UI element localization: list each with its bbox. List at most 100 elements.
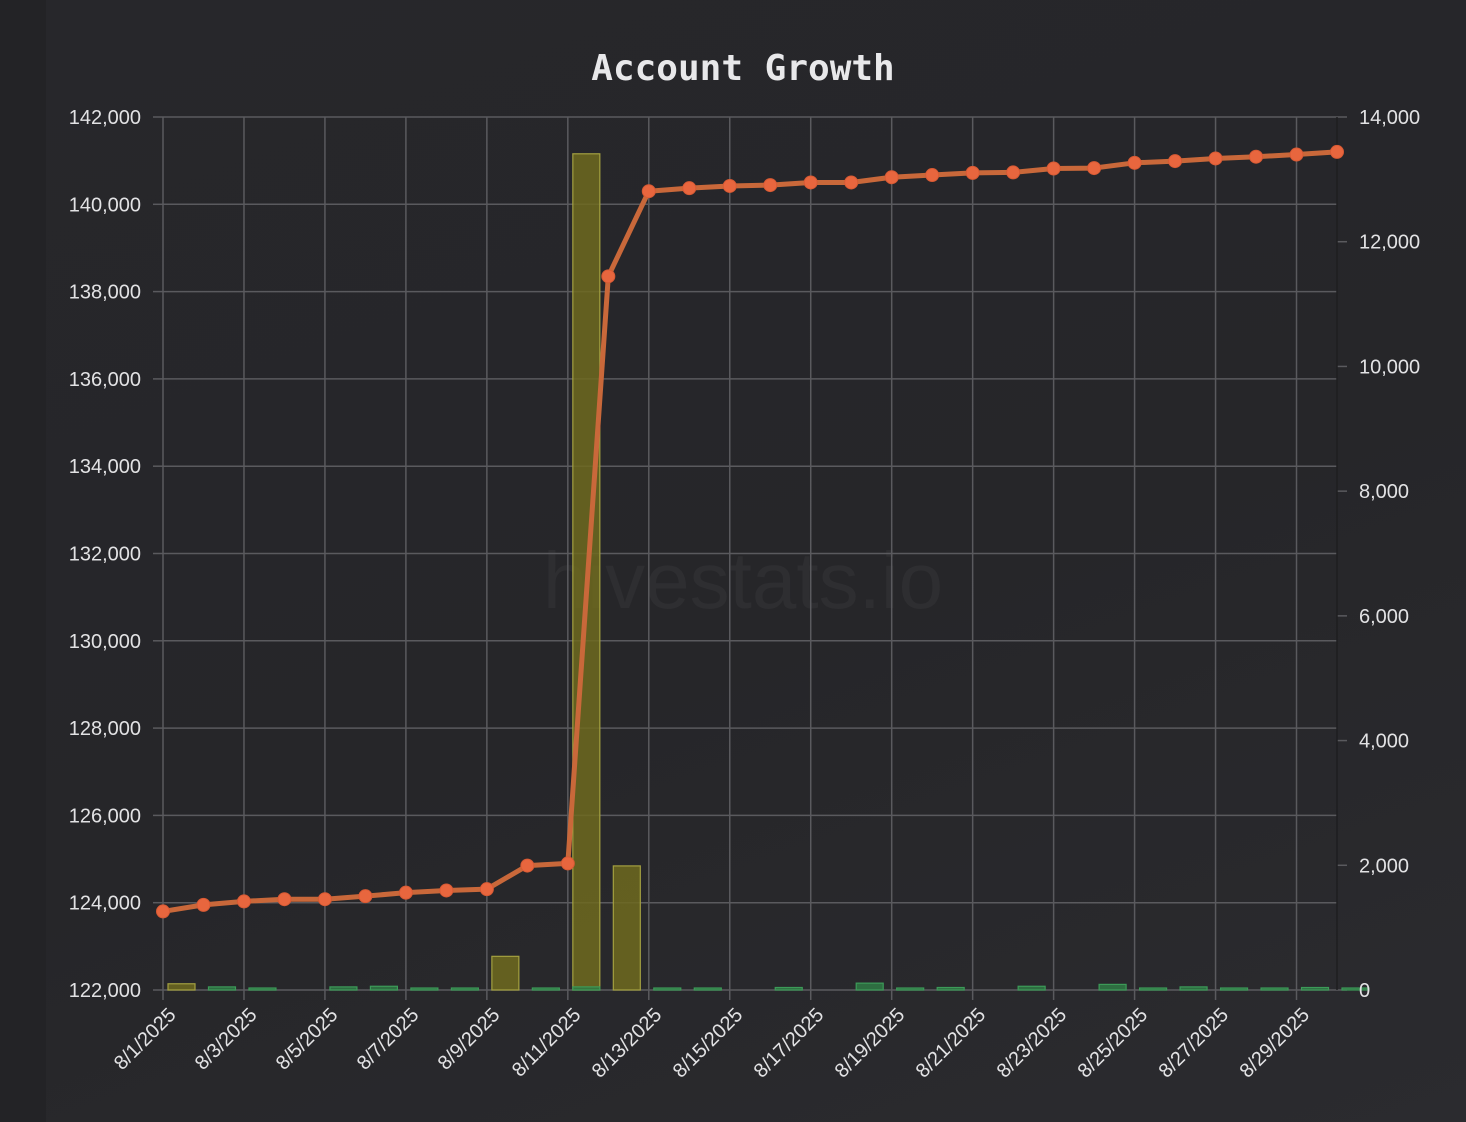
bar-green [774,986,803,991]
line-point [763,178,778,193]
x-axis-tick-label: 8/19/2025 [831,1004,909,1082]
bar-green [855,982,884,991]
line-point [1249,149,1264,164]
line-point [601,269,616,284]
bar-green [693,987,722,991]
chart-line [160,149,1340,914]
x-axis-tick-label: 8/9/2025 [434,1004,505,1075]
x-axis-tick-label: 8/1/2025 [110,1004,181,1075]
bar-green [896,987,925,991]
line-point [682,181,697,196]
line-point [196,897,211,912]
bar-green [653,987,682,991]
right-axis-tick-label: 14,000 [1359,107,1420,129]
x-axis-tick-label: 8/5/2025 [272,1004,343,1075]
line-point [156,904,170,919]
bar-green [531,987,560,991]
bar-green [1138,987,1168,991]
chart-grid [153,116,1347,1000]
bar-green [1300,986,1330,991]
bar-green [369,985,399,991]
line-point [479,882,494,897]
left-axis-tick-label: 142,000 [69,107,141,129]
line-point [1087,161,1102,176]
bar-green [1219,987,1249,991]
right-axis-tick-label: 4,000 [1359,731,1409,753]
x-axis-tick-label: 8/23/2025 [993,1004,1071,1082]
line-point [722,178,737,193]
bar-yellow [167,983,196,991]
x-axis-tick-label: 8/17/2025 [750,1004,828,1082]
bar-green [572,986,601,991]
line-point [884,170,899,185]
line-point [641,184,656,199]
right-axis-tick-label: 10,000 [1359,356,1420,378]
right-axis-tick-label: 8,000 [1359,481,1409,503]
x-axis-tick-label: 8/21/2025 [912,1004,990,1082]
line-point [925,168,940,183]
line-point [844,175,859,190]
watermark: hivestats.io [543,536,943,625]
left-axis-tick-label: 140,000 [69,194,141,216]
right-axis-tick-label: 0 [1359,980,1370,1002]
account-growth-line [160,149,1340,914]
bar-green [1017,985,1046,991]
x-axis-tick-label: 8/15/2025 [669,1004,747,1082]
line-point [1168,154,1183,169]
line-point [965,165,980,180]
line-point [1046,161,1061,176]
bar-green [1098,983,1127,991]
chart-title: Account Growth [591,48,894,89]
right-axis-tick-label: 12,000 [1359,232,1420,254]
x-axis-ticks: 8/1/2025 8/3/2025 8/5/2025 8/7/2025 8/9/2025… [110,1004,1314,1082]
x-axis-tick-label: 8/29/2025 [1236,1004,1314,1082]
line-point [1006,165,1021,180]
bar-green [207,986,237,991]
bar-green [410,987,439,991]
left-axis-tick-label: 128,000 [69,718,141,740]
left-axis-tick-label: 136,000 [69,369,141,391]
line-point [439,883,454,898]
bar-green [450,987,479,991]
x-axis-tick-label: 8/3/2025 [191,1004,262,1075]
line-point [520,858,535,873]
left-axis-tick-label: 130,000 [69,631,141,653]
line-point [1127,155,1142,170]
right-axis-tick-label: 2,000 [1359,855,1409,877]
left-axis-tick-label: 138,000 [69,282,141,304]
bar-green [1341,987,1370,991]
right-axis-ticks: 0 2,000 4,000 6,000 8,000 10,000 12,000 14,000 [1359,107,1420,1002]
line-point [1289,147,1304,162]
line-point [236,894,251,909]
x-axis-tick-label: 8/11/2025 [508,1004,585,1081]
line-point [1330,144,1344,159]
right-axis-tick-label: 6,000 [1359,606,1409,628]
x-axis-tick-label: 8/27/2025 [1155,1004,1233,1082]
left-axis-tick-label: 132,000 [69,544,141,566]
x-axis-tick-label: 8/7/2025 [353,1004,424,1075]
line-point [317,892,332,907]
line-point [803,175,818,190]
bar-green [936,986,965,991]
bar-green [1179,986,1208,991]
x-axis-tick-label: 8/25/2025 [1074,1004,1152,1082]
line-point [1208,151,1223,166]
line-point [358,889,373,904]
left-axis-tick-label: 134,000 [69,456,141,478]
left-axis-tick-label: 122,000 [69,980,141,1002]
bar-green [1260,987,1289,991]
bar-green [329,986,358,991]
bar-yellow [491,955,520,991]
bar-green [248,987,277,991]
x-axis-tick-label: 8/13/2025 [588,1004,666,1082]
bar-yellow [612,865,641,991]
left-axis-tick-label: 126,000 [69,805,141,827]
left-axis-ticks: 122,000 124,000 126,000 128,000 130,000 132,0… [69,107,141,1002]
left-axis-tick-label: 124,000 [69,893,141,915]
chart-points [156,144,1344,919]
line-point [560,856,575,871]
line-point [277,892,292,907]
line-point [398,885,413,900]
